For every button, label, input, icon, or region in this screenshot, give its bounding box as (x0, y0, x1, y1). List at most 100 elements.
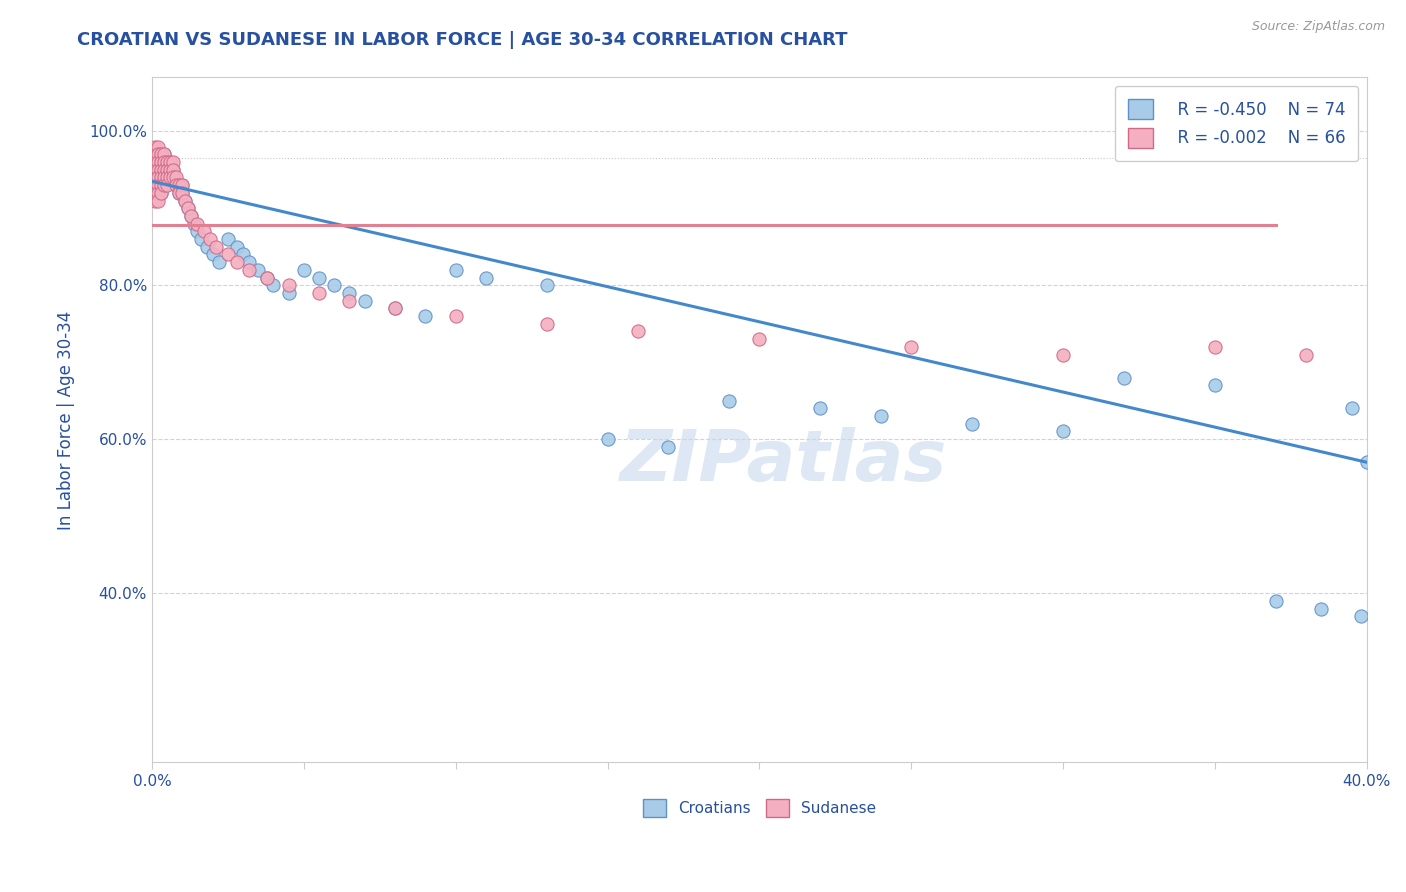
Point (256, 270, 278, 285)
Point (150, 162, 173, 177)
Point (146, 170, 169, 185)
Point (143, 170, 166, 185)
Point (172, 186, 194, 200)
Point (162, 170, 184, 185)
Point (180, 209, 202, 223)
Point (156, 178, 179, 193)
Point (337, 293, 360, 308)
Point (167, 186, 190, 200)
Point (165, 178, 187, 193)
Point (143, 147, 166, 161)
Point (238, 263, 260, 277)
Point (1295, 347, 1317, 361)
Point (1264, 594, 1286, 608)
Point (226, 255, 249, 269)
Point (146, 162, 169, 177)
Point (174, 194, 197, 208)
Point (1204, 378, 1226, 392)
Point (870, 409, 893, 423)
Point (146, 147, 169, 161)
Point (172, 178, 194, 193)
Point (146, 170, 169, 185)
Point (208, 255, 231, 269)
Point (1355, 455, 1378, 469)
Point (186, 224, 208, 238)
Point (159, 155, 181, 169)
Point (150, 170, 173, 185)
Point (190, 232, 212, 246)
Point (153, 147, 176, 161)
Legend: Croatians, Sudanese: Croatians, Sudanese (637, 792, 882, 823)
Point (193, 224, 215, 238)
Point (323, 278, 346, 293)
Point (162, 155, 184, 169)
Point (146, 155, 169, 169)
Point (1112, 370, 1135, 384)
Point (150, 178, 173, 193)
Point (150, 162, 173, 177)
Point (172, 178, 194, 193)
Point (180, 209, 202, 223)
Point (277, 285, 299, 300)
Point (146, 186, 169, 200)
Point (217, 232, 239, 246)
Point (174, 194, 197, 208)
Point (143, 170, 166, 185)
Point (444, 309, 467, 323)
Point (143, 178, 166, 193)
Point (146, 155, 169, 169)
Point (156, 162, 179, 177)
Point (475, 270, 498, 285)
Point (146, 186, 169, 200)
Text: Source: ZipAtlas.com: Source: ZipAtlas.com (1251, 20, 1385, 33)
Point (247, 263, 270, 277)
Point (627, 325, 650, 339)
Point (150, 147, 173, 161)
Point (156, 162, 179, 177)
Point (146, 194, 169, 208)
Point (143, 186, 166, 200)
Point (146, 178, 169, 193)
Point (143, 155, 166, 169)
Point (195, 240, 218, 254)
Point (143, 194, 166, 208)
Point (177, 201, 200, 215)
Point (1310, 601, 1333, 615)
Point (167, 186, 190, 200)
Point (162, 162, 184, 177)
Point (146, 147, 169, 161)
Point (1340, 401, 1362, 416)
Point (153, 155, 176, 169)
Point (153, 178, 176, 193)
Point (162, 170, 184, 185)
Point (201, 247, 224, 261)
Point (186, 217, 208, 231)
Point (153, 147, 176, 161)
Point (153, 162, 176, 177)
Point (262, 278, 284, 293)
Point (150, 155, 173, 169)
Point (150, 186, 173, 200)
Point (165, 170, 187, 185)
Point (1052, 347, 1074, 361)
Point (146, 162, 169, 177)
Point (353, 293, 375, 308)
Point (657, 440, 679, 454)
Point (536, 317, 558, 331)
Point (204, 240, 226, 254)
Point (900, 340, 922, 354)
Point (153, 155, 176, 169)
Point (232, 247, 254, 261)
Point (536, 278, 558, 293)
Point (292, 263, 315, 277)
Point (143, 178, 166, 193)
Point (1052, 425, 1074, 439)
Text: ZIPatlas: ZIPatlas (620, 426, 948, 496)
Point (167, 178, 190, 193)
Point (337, 285, 360, 300)
Point (277, 278, 299, 293)
Point (198, 232, 221, 246)
Point (143, 162, 166, 177)
Point (143, 155, 166, 169)
Y-axis label: In Labor Force | Age 30-34: In Labor Force | Age 30-34 (58, 310, 75, 530)
